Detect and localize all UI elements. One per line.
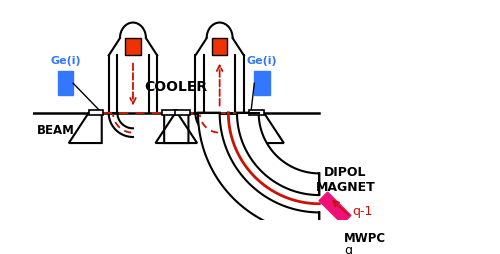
Bar xyxy=(176,110,190,115)
Bar xyxy=(58,71,73,95)
Text: q: q xyxy=(344,244,352,254)
Text: BEAM: BEAM xyxy=(36,124,74,137)
Text: DIPOL
MAGNET: DIPOL MAGNET xyxy=(316,166,375,195)
Polygon shape xyxy=(198,113,320,234)
Bar xyxy=(254,71,270,95)
Text: MWPC: MWPC xyxy=(344,232,387,245)
Bar xyxy=(125,38,141,55)
Text: Ge(i): Ge(i) xyxy=(247,56,278,66)
Bar xyxy=(88,110,104,115)
Polygon shape xyxy=(319,192,351,224)
Text: q-1: q-1 xyxy=(352,205,372,218)
Bar xyxy=(249,110,264,115)
Bar xyxy=(212,38,228,55)
Text: COOLER: COOLER xyxy=(144,80,208,94)
Text: Ge(i): Ge(i) xyxy=(50,56,80,66)
Bar xyxy=(162,110,177,115)
Polygon shape xyxy=(237,113,320,195)
